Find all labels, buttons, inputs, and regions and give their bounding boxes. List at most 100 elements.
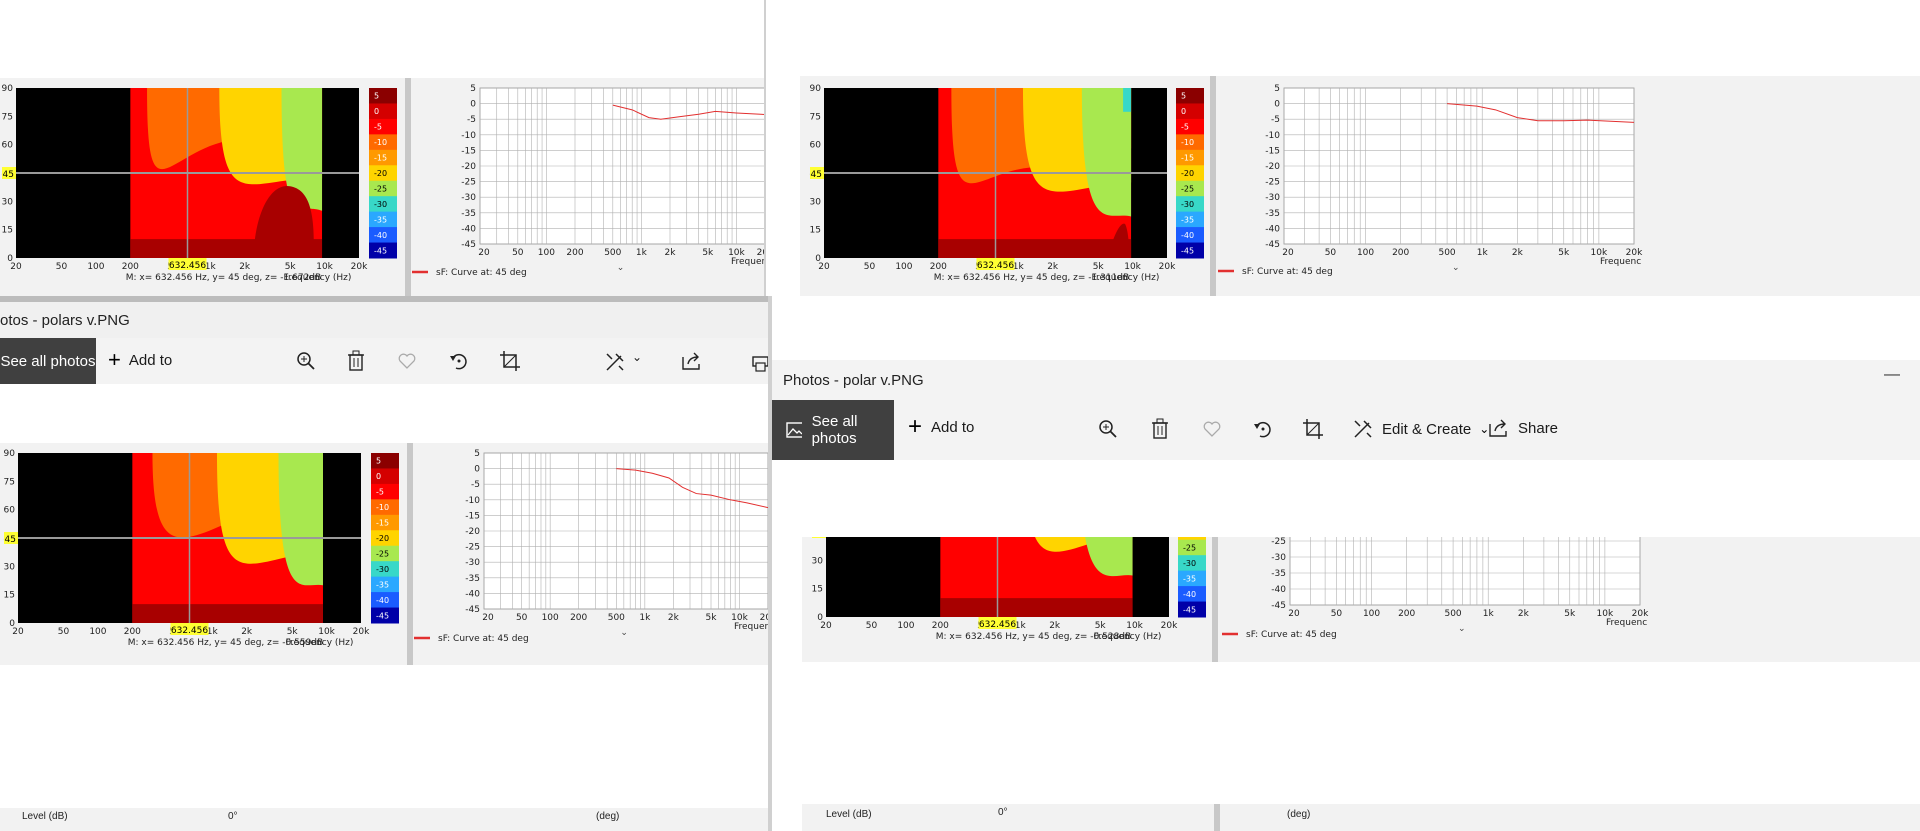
colorbar-segment [369,196,397,213]
heart-icon[interactable] [397,351,417,371]
freq-tick-label: 20 [10,262,22,272]
fr-freq-tick-label: 20 [1282,248,1294,258]
crop-icon[interactable] [499,350,521,372]
share-icon[interactable] [681,351,703,371]
edit-create-button[interactable]: Edit & Create ⌄ [1352,418,1489,440]
photos-icon [786,422,802,438]
colorbar-tick-label: -45 [1181,246,1194,255]
marker-readout: M: x= 632.456 Hz, y= 45 deg, z= -1.311dB [934,273,1129,283]
fr-freq-tick-label: 1k [1483,609,1495,619]
freq-tick-label: 5k [285,262,297,272]
footer-deg-label: (deg) [1287,809,1311,820]
colorbar-segment [371,592,399,609]
cursor-y-value: 45 [811,170,822,180]
chevron-down-icon[interactable]: ⌄ [617,263,625,273]
panel-divider[interactable] [405,78,411,300]
fr-freq-tick-label: 1k [636,248,648,258]
see-all-photos-button[interactable]: See all photos [772,400,894,460]
colorbar-segment [371,561,399,578]
rotate-icon[interactable] [448,350,470,372]
panel-divider[interactable] [1214,804,1220,831]
fr-freq-tick-label: 5k [706,613,718,623]
delete-icon[interactable] [346,350,366,372]
crop-icon[interactable] [1302,418,1324,440]
fr-freq-tick-label: 5k [702,248,714,258]
colorbar-segment [369,149,397,166]
minimize-button[interactable]: — [1884,366,1900,383]
heart-icon[interactable] [1202,419,1222,439]
cursor-x-marker [170,623,209,635]
polar-map[interactable] [824,88,1167,258]
cursor-x-value: 632.456 [169,261,206,271]
heat-region-blob [1108,223,1131,258]
fr-frequency-label: Frequenc [734,622,768,632]
see-all-photos-button[interactable]: See all photos [0,338,96,384]
cursor-x-value: 632.456 [171,626,208,636]
response-curve [612,104,765,120]
window-frame [0,296,768,302]
see-all-photos-label: See all photos [0,352,96,370]
legend-label: sF: Curve at: 45 deg [1242,267,1333,277]
db-tick-label: 0 [1274,100,1280,110]
chevron-down-icon[interactable]: ⌄ [620,628,628,638]
db-tick-label: -10 [465,496,480,506]
add-to-button[interactable]: + Add to [108,349,172,371]
heat-region-green [1081,88,1132,217]
footer-level-label: Level (dB) [826,809,872,820]
colorbar-tick-label: -25 [376,549,389,558]
db-tick-label: -40 [1271,585,1286,595]
colorbar-segment [369,211,397,228]
freq-tick-label: 100 [897,621,914,631]
freq-tick-label: 200 [932,621,949,631]
fr-freq-tick-label: 500 [1444,609,1461,619]
colorbar-segment [369,88,397,104]
rotate-icon[interactable] [1252,418,1274,440]
fr-freq-tick-label: 10k [728,248,745,258]
colorbar-tick-label: -15 [374,154,387,163]
freq-tick-label: 200 [930,262,947,272]
colorbar-segment [369,103,397,120]
zoom-in-icon[interactable] [1098,419,1118,439]
panel-divider[interactable] [1212,437,1218,662]
polar-map[interactable] [16,88,359,258]
fr-freq-tick-label: 2k [668,613,680,623]
print-icon[interactable] [752,351,768,373]
db-tick-label: -45 [461,240,476,250]
db-tick-label: -30 [461,193,476,203]
colorbar-tick-label: -40 [374,231,387,240]
chevron-down-icon[interactable]: ⌄ [632,350,643,364]
colorbar-tick-label: -5 [1181,123,1189,132]
freq-tick-label: 5k [1093,262,1105,272]
deg-tick-label: 60 [4,506,16,516]
share-button[interactable]: Share [1488,418,1558,438]
db-tick-label: -30 [1271,553,1286,563]
chevron-down-icon[interactable]: ⌄ [1452,263,1460,273]
freq-tick-label: 2k [239,262,251,272]
deg-tick-label: 90 [4,449,16,459]
edit-create-icon[interactable] [604,351,626,373]
colorbar-tick-label: -5 [374,123,382,132]
heat-region-darkred [938,239,1132,258]
colorbar-tick-label: 0 [376,472,381,481]
db-tick-label: -35 [1265,209,1280,219]
colorbar-segment [1178,570,1206,587]
panel-divider[interactable] [1210,76,1216,296]
chevron-down-icon[interactable]: ⌄ [1458,624,1466,634]
panel-divider[interactable] [407,443,413,665]
footer-zero-label: 0° [998,807,1008,818]
freq-tick-label: 2k [1047,262,1059,272]
colorbar-tick-label: -25 [1181,184,1194,193]
freq-tick-label: 20 [820,621,832,631]
add-to-button[interactable]: + Add to [908,415,974,439]
fr-freq-tick-label: 2k [1518,609,1530,619]
db-tick-label: 5 [470,84,476,94]
freq-tick-label: 100 [87,262,104,272]
db-tick-label: -25 [1265,178,1280,188]
deg-tick-label: 75 [810,112,821,122]
delete-icon[interactable] [1150,418,1170,440]
top-left-polar-panel: 015304560759020501002005001k2k5k10k20k63… [0,78,765,300]
polar-map[interactable] [18,453,361,623]
zoom-in-icon[interactable] [296,351,316,371]
deg-tick-label: 15 [2,226,13,236]
freq-tick-label: 5k [287,627,299,637]
